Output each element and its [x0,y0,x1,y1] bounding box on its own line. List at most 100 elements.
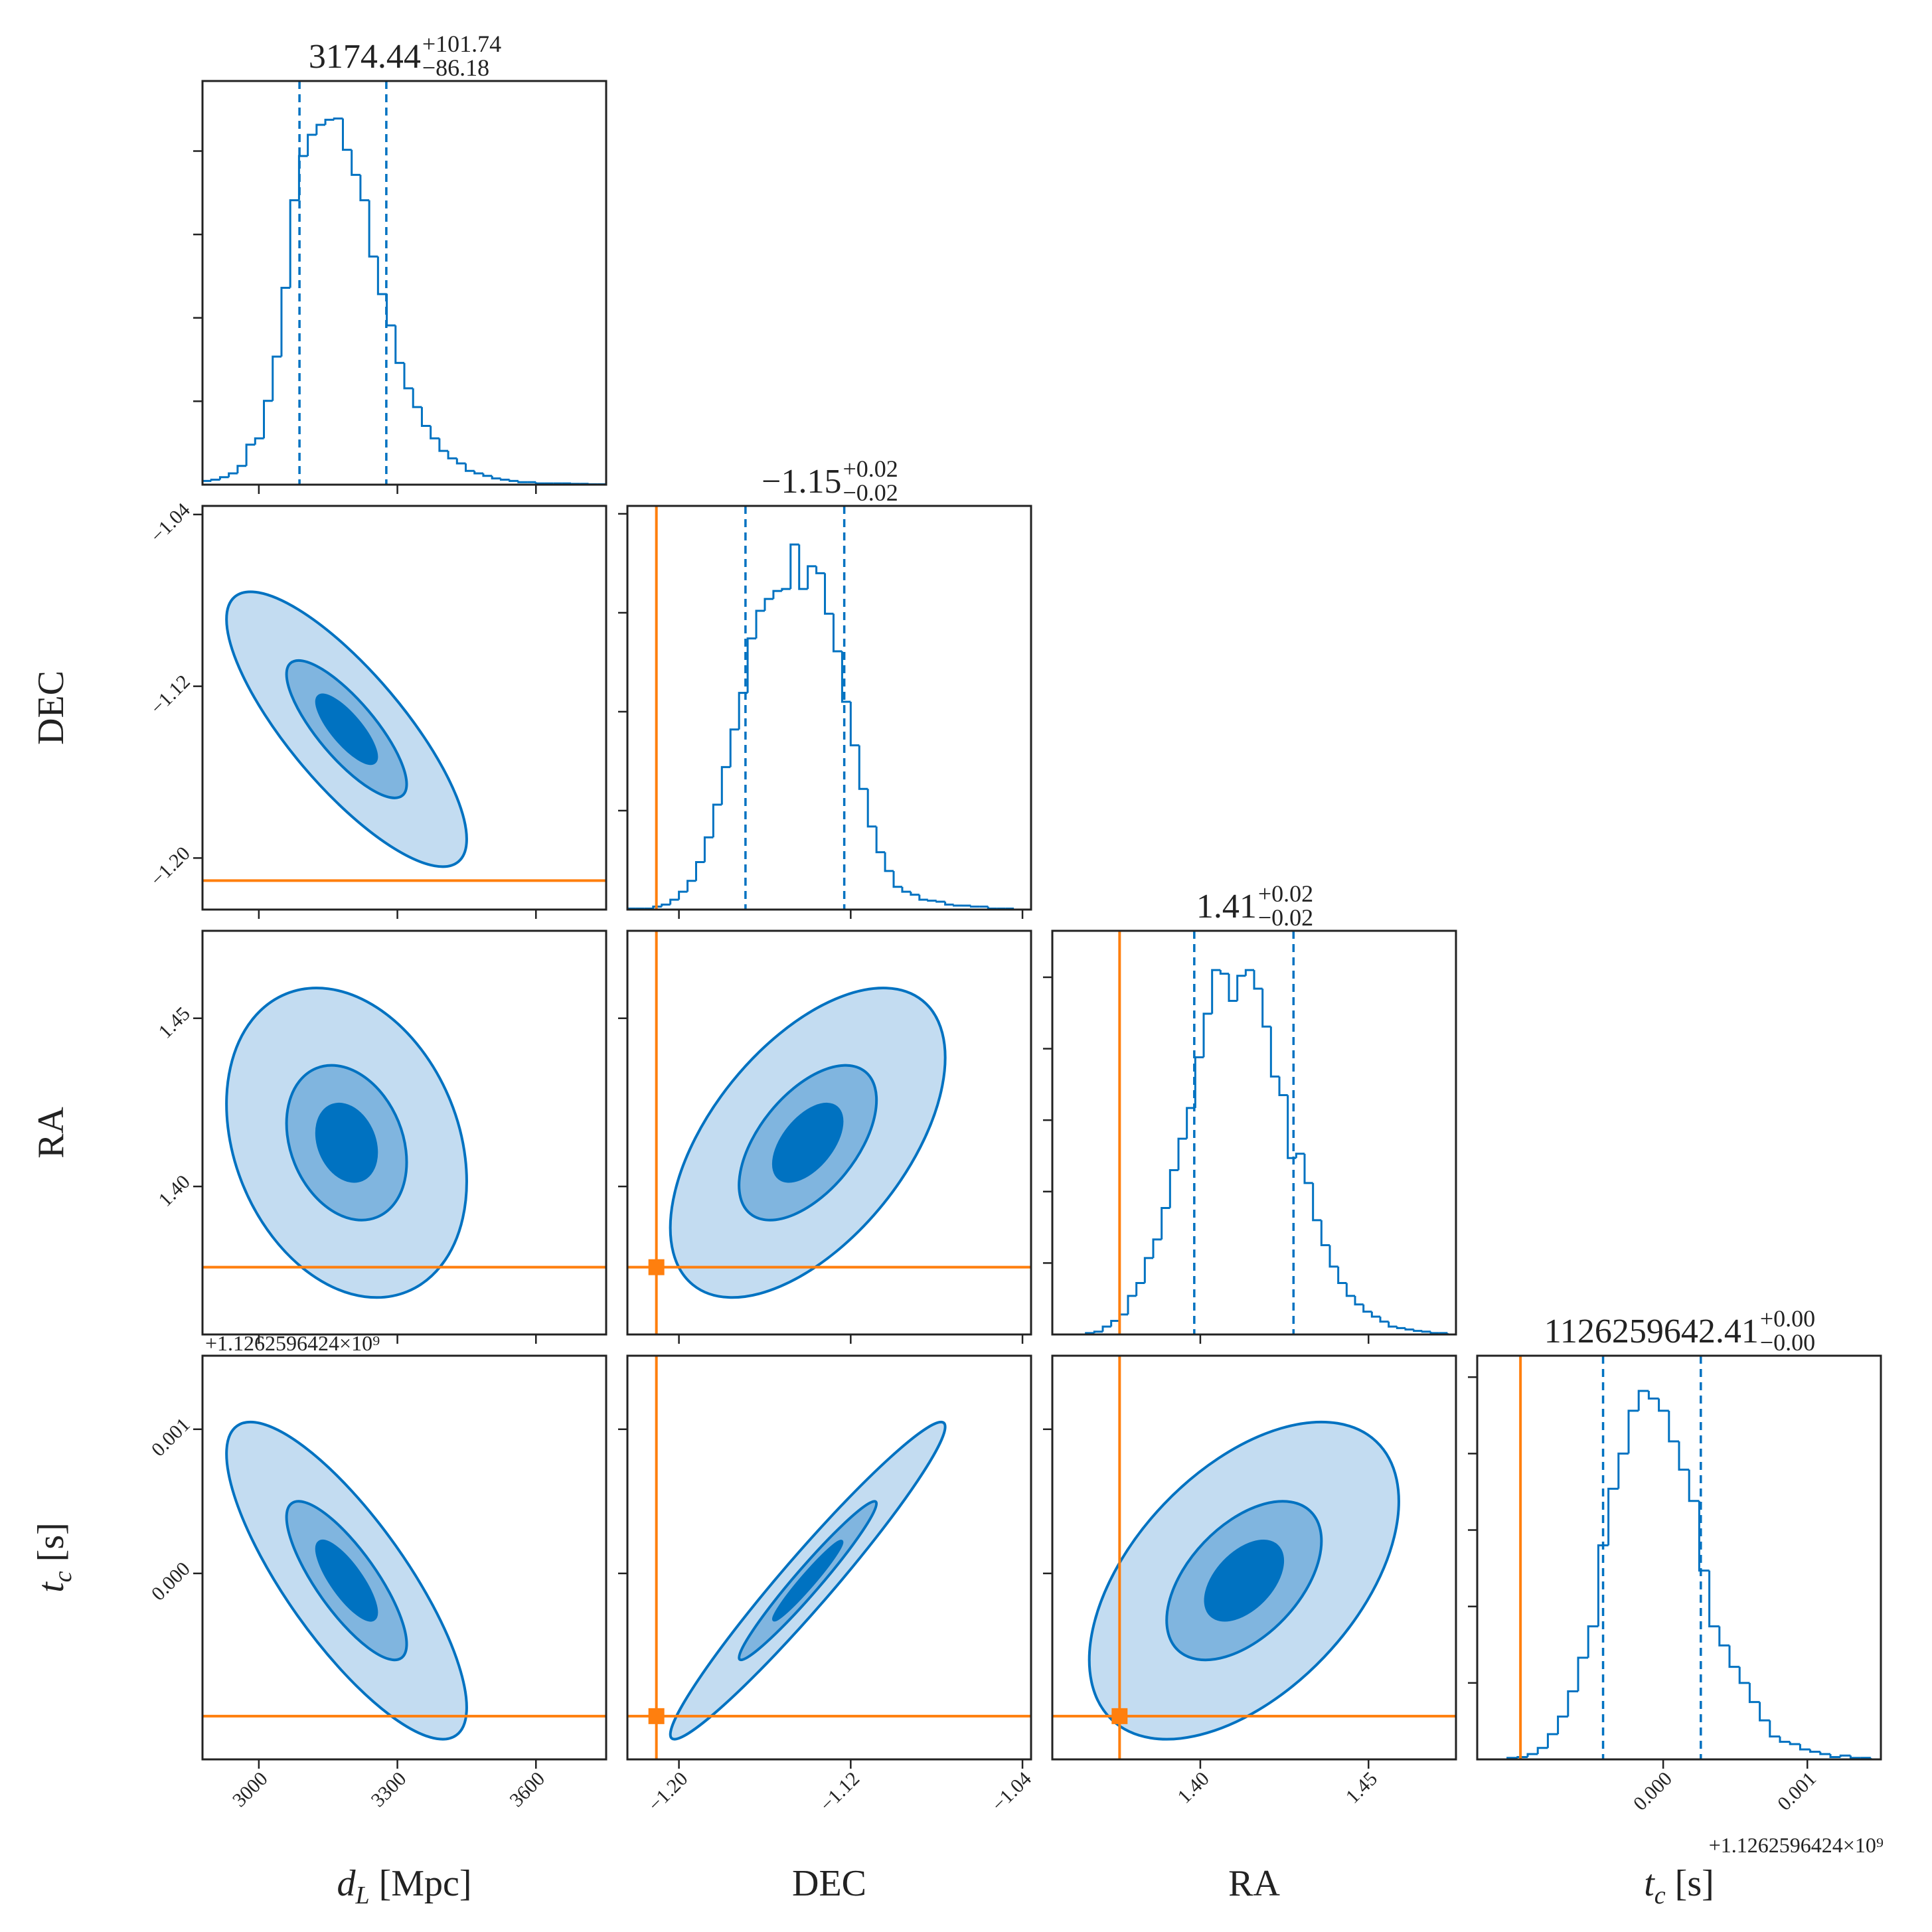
hist-bin [1607,1487,1619,1546]
hist-bin [1738,1666,1750,1684]
hist-bin [1718,1626,1730,1647]
hist-bin [1759,1702,1770,1722]
panel [627,931,1031,1334]
hist-bin [755,609,765,639]
panel [202,81,606,485]
hist-bin [359,175,370,202]
hist-bin [430,426,440,440]
panel-frame [201,505,607,911]
hist-bin [729,728,740,767]
hist-bin [1658,1398,1669,1412]
hist-bin [1421,1330,1431,1333]
contour [771,1540,844,1622]
hist-bin [849,702,860,747]
hist-bin [245,443,256,466]
hist-bin [1748,1682,1760,1704]
axis-label: tc [s] [1644,1863,1714,1909]
hist-bin [1388,1321,1398,1328]
hist-bin [1362,1304,1372,1313]
contour [771,1102,844,1183]
panel-frame [626,929,1032,1336]
hist-bin [807,565,817,590]
hist-bin [438,438,449,452]
hist-bin [1597,1544,1609,1627]
hist-bin [1587,1625,1599,1658]
hist-bin [1396,1327,1406,1329]
label-symbol: RA [31,1107,72,1159]
hist-bin [824,573,834,615]
hist-bin [815,566,825,574]
contour [315,693,378,765]
label-unit: [Mpc] [379,1863,472,1904]
hist-bin [1278,1076,1288,1096]
panel-frame [201,1354,607,1761]
hist-bin [1617,1452,1629,1489]
label-unit: [s] [1675,1863,1714,1904]
hist-bin [351,149,361,176]
hist-bin [1567,1690,1578,1717]
hist-bin [307,133,317,157]
hist-bin [746,637,757,693]
hist-bin [1678,1441,1690,1471]
hist-bin [333,118,343,120]
hist-bin [1557,1716,1568,1734]
x-tick-label: −1.04 [987,1767,1035,1815]
y-offset-label: +1.1262596424×10⁹ [205,1331,380,1355]
hist-bin [1228,973,1238,1002]
hist-bin [1779,1736,1791,1743]
y-tick-label: −1.20 [146,843,194,890]
hist-bin [1101,1325,1111,1332]
hist-bin [703,836,714,862]
label-symbol: d [337,1863,356,1904]
hist-bin [720,765,731,805]
hist-bin [412,388,422,408]
hist-bin [858,745,868,790]
label-subscript: c [49,1571,77,1582]
hist-bin [1577,1656,1589,1692]
hist-bin [1516,1756,1528,1759]
hist-bin [534,482,545,485]
panel [202,590,606,882]
panel-title: 3174.44 +101.74−86.18 [309,31,501,81]
hist-bin [892,870,902,888]
hist-bin [202,479,212,485]
hist-bin [368,200,378,258]
panel-frame [201,929,607,1336]
title-plus: +0.02 [1258,880,1313,907]
hist-bin [987,906,997,910]
y-tick-label: 1.40 [154,1171,194,1211]
hist-bin [210,478,220,481]
hist-bin [517,481,528,483]
hist-bin [1303,1153,1313,1184]
hist-bin [772,590,782,600]
title-median: 1.41 [1196,888,1257,926]
hist-bin [341,118,352,151]
y-tick-label: −1.04 [146,499,194,546]
hist-bin [764,598,773,611]
hist-bin [420,407,431,427]
hist-bin [1536,1747,1548,1754]
hist-bin [1177,1137,1187,1170]
x-tick-label: −1.12 [816,1767,864,1815]
y-tick-label: 1.45 [154,1003,194,1042]
hist-bin [712,803,722,838]
hist-bin [789,543,799,590]
hist-bin [1143,1257,1153,1283]
panel-title: 1.41 +0.02−0.02 [1196,880,1313,931]
title-minus: −0.02 [843,479,898,506]
hist-bin [289,199,299,288]
hist-bin [1708,1570,1720,1628]
hist-bin [1647,1390,1659,1400]
label-subscript: c [1654,1882,1666,1909]
panel-frame [201,80,607,486]
hist-bin [1345,1283,1355,1297]
x-tick-label: −1.20 [644,1767,692,1815]
hist-bin [652,906,662,909]
hist-bin [1839,1754,1851,1757]
panel-frame [1476,1354,1882,1761]
hist-bin [1211,969,1221,1014]
hist-bin [1093,1330,1103,1333]
hist-bin [1698,1500,1710,1572]
hist-bin [935,900,945,903]
